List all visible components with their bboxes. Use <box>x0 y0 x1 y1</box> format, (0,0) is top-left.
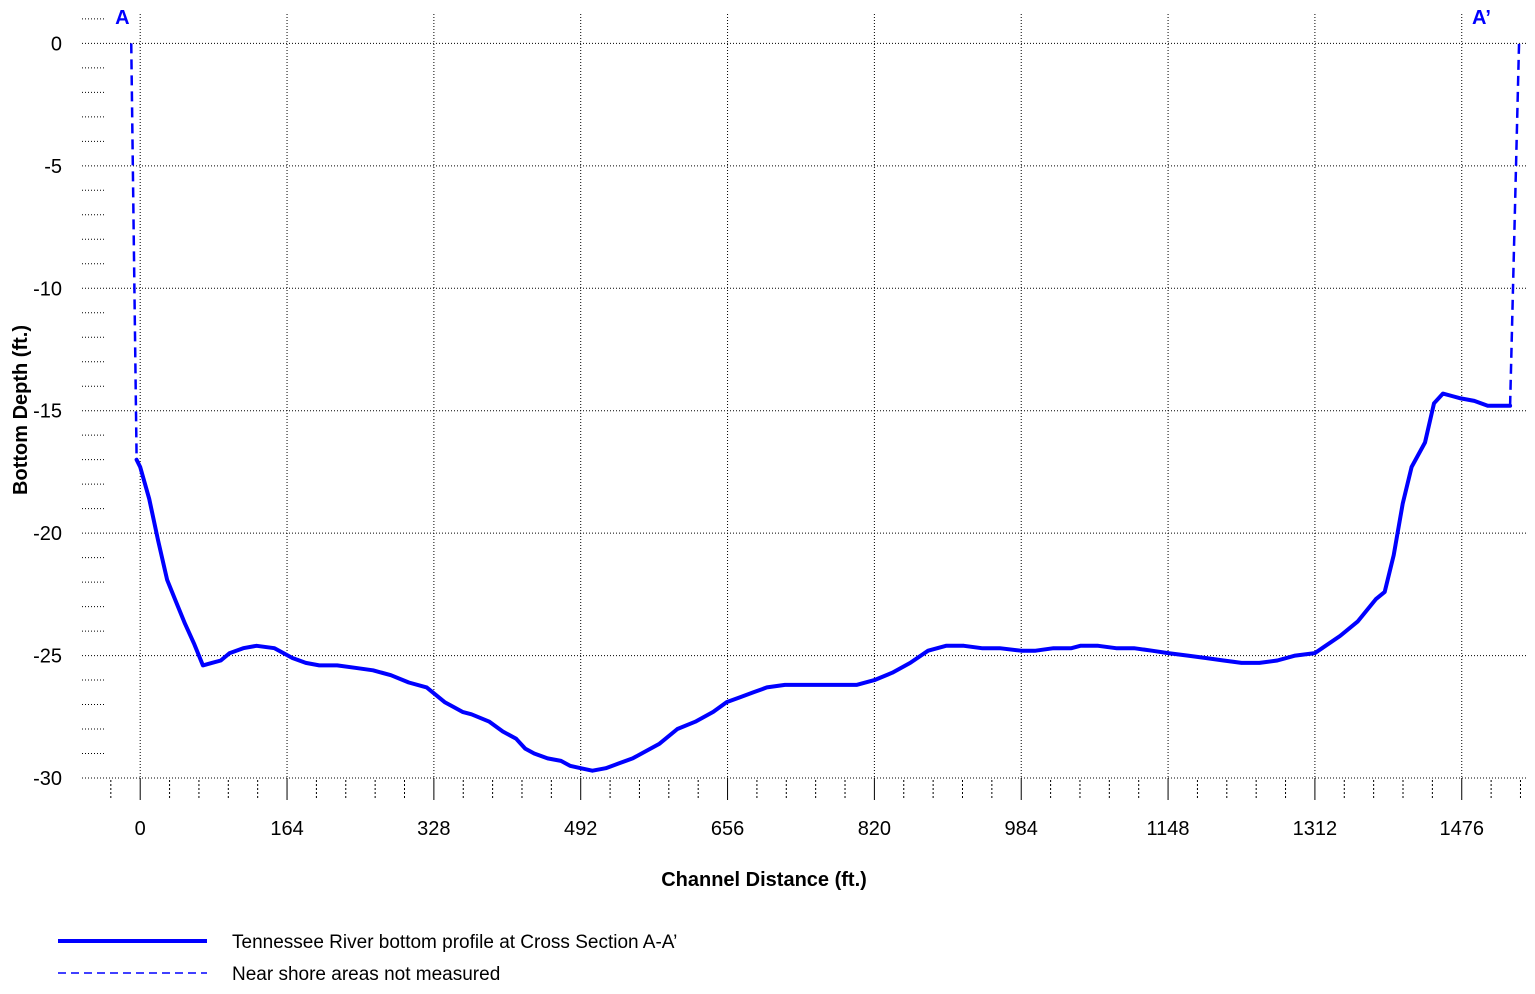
y-tick-label: 0 <box>51 33 62 55</box>
y-tick-label: -25 <box>33 646 62 668</box>
x-tick-label: 1312 <box>1293 818 1338 840</box>
y-axis-label: Bottom Depth (ft.) <box>10 325 32 495</box>
y-tick-label: -10 <box>33 278 62 300</box>
x-tick-label: 492 <box>564 818 597 840</box>
x-tick-label: 1476 <box>1439 818 1484 840</box>
y-tick-label: -30 <box>33 768 62 790</box>
tick-labels: 0 -5 -10 -15 -20 -25 -30 0 164 328 492 656 820 984 114… <box>33 33 1484 840</box>
x-tick-label: 656 <box>711 818 744 840</box>
near-shore-dashed-line <box>129 43 138 460</box>
near-shore-dashed-line <box>1508 43 1521 406</box>
y-tick-label: -20 <box>33 523 62 545</box>
x-tick-label: 820 <box>858 818 891 840</box>
bottom-profile-line <box>134 391 1513 773</box>
y-tick-label: -5 <box>44 156 62 178</box>
x-tick-label: 0 <box>135 818 146 840</box>
x-tick-label: 1148 <box>1147 818 1190 840</box>
minor-ticks <box>82 18 1521 800</box>
legend: Tennessee River bottom profile at Cross … <box>58 932 677 985</box>
section-endpoint-label: A’ <box>1472 7 1491 29</box>
grid <box>82 14 1528 779</box>
x-axis-label: Channel Distance (ft.) <box>661 869 867 891</box>
legend-dashed-label: Near shore areas not measured <box>232 964 500 985</box>
x-tick-label: 328 <box>417 818 450 840</box>
legend-solid-label: Tennessee River bottom profile at Cross … <box>232 932 677 953</box>
x-tick-label: 164 <box>270 818 303 840</box>
section-endpoint-label: A <box>115 7 129 29</box>
series-lines <box>129 43 1521 773</box>
x-tick-label: 984 <box>1005 818 1038 840</box>
y-tick-label: -15 <box>33 401 62 423</box>
annotations: A A’ <box>115 7 1491 29</box>
